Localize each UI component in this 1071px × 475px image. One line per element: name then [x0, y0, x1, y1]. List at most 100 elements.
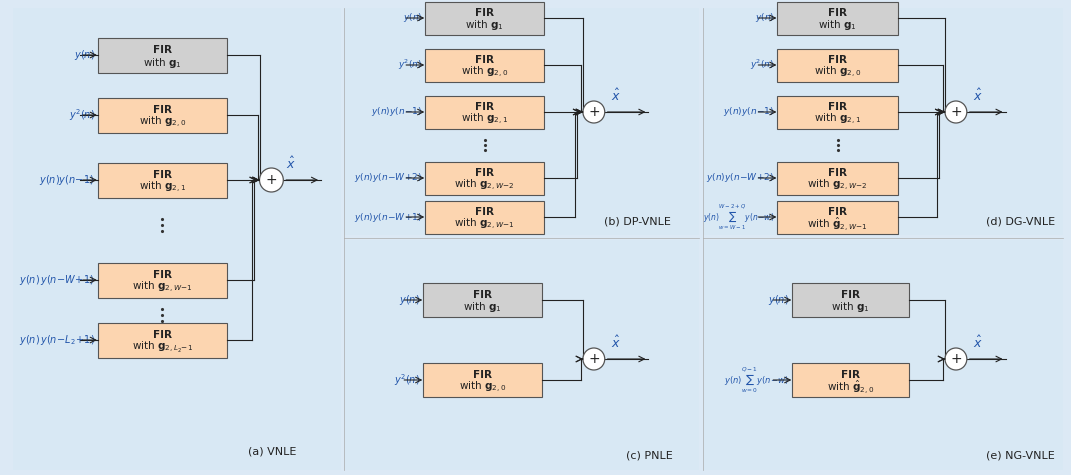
Text: with $\mathbf{g}_{2,1}$: with $\mathbf{g}_{2,1}$ — [139, 180, 186, 195]
FancyBboxPatch shape — [778, 200, 899, 234]
Circle shape — [583, 101, 605, 123]
Text: $y(n)\sum_{w=W-1}^{W-2+Q}y(n\!-\!w)$: $y(n)\sum_{w=W-1}^{W-2+Q}y(n\!-\!w)$ — [703, 202, 774, 232]
Text: FIR: FIR — [473, 370, 493, 380]
Text: FIR: FIR — [153, 330, 171, 340]
Text: with $\mathbf{g}_{2,1}$: with $\mathbf{g}_{2,1}$ — [462, 112, 509, 127]
FancyBboxPatch shape — [778, 48, 899, 82]
Text: with $\mathbf{g}_{2,W\!-\!1}$: with $\mathbf{g}_{2,W\!-\!1}$ — [132, 280, 193, 295]
Text: (c) PNLE: (c) PNLE — [627, 451, 674, 461]
Text: $y(n)y(n\!-\!W\!+\!2)$: $y(n)y(n\!-\!W\!+\!2)$ — [706, 171, 774, 184]
Text: $+$: $+$ — [950, 352, 962, 366]
FancyBboxPatch shape — [793, 283, 909, 317]
Text: with $\mathbf{g}_{2,W\!-\!1}$: with $\mathbf{g}_{2,W\!-\!1}$ — [454, 217, 515, 232]
Text: FIR: FIR — [153, 170, 171, 180]
Text: with $\mathbf{g}_1$: with $\mathbf{g}_1$ — [831, 301, 870, 314]
Text: FIR: FIR — [841, 370, 860, 380]
Text: FIR: FIR — [828, 55, 847, 65]
FancyBboxPatch shape — [778, 162, 899, 194]
FancyBboxPatch shape — [97, 97, 227, 133]
Text: $y(n)$: $y(n)$ — [399, 293, 420, 307]
Text: $y(n)y(n\!-\!1)$: $y(n)y(n\!-\!1)$ — [40, 173, 95, 187]
Text: $\hat{x}$: $\hat{x}$ — [972, 88, 983, 104]
FancyBboxPatch shape — [778, 95, 899, 129]
Text: with $\hat{\mathbf{g}}_{2,0}$: with $\hat{\mathbf{g}}_{2,0}$ — [827, 379, 874, 396]
FancyBboxPatch shape — [423, 283, 542, 317]
FancyBboxPatch shape — [425, 95, 544, 129]
Text: with $\mathbf{g}_{2,0}$: with $\mathbf{g}_{2,0}$ — [138, 115, 186, 130]
Text: with $\mathbf{g}_1$: with $\mathbf{g}_1$ — [142, 56, 182, 70]
FancyBboxPatch shape — [344, 240, 699, 470]
Text: with $\mathbf{g}_{2,W\!-\!2}$: with $\mathbf{g}_{2,W\!-\!2}$ — [808, 178, 869, 193]
Text: FIR: FIR — [153, 45, 171, 55]
Circle shape — [583, 348, 605, 370]
Text: FIR: FIR — [473, 290, 493, 300]
Text: with $\mathbf{g}_{2,0}$: with $\mathbf{g}_{2,0}$ — [814, 65, 861, 80]
Text: $y(n)\sum_{w=0}^{Q-1}y(n\!-\!w)$: $y(n)\sum_{w=0}^{Q-1}y(n\!-\!w)$ — [724, 365, 789, 395]
Text: FIR: FIR — [476, 55, 494, 65]
FancyBboxPatch shape — [425, 162, 544, 194]
Text: (d) DG-VNLE: (d) DG-VNLE — [986, 217, 1055, 227]
Text: FIR: FIR — [841, 290, 860, 300]
Text: with $\mathbf{g}_{2,1}$: with $\mathbf{g}_{2,1}$ — [814, 112, 861, 127]
FancyBboxPatch shape — [423, 363, 542, 397]
Text: $y(n)y(n\!-\!W\!+\!1)$: $y(n)y(n\!-\!W\!+\!1)$ — [353, 210, 422, 224]
Text: $+$: $+$ — [266, 173, 277, 187]
Circle shape — [945, 348, 967, 370]
Text: $\hat{x}$: $\hat{x}$ — [610, 88, 620, 104]
Text: FIR: FIR — [828, 102, 847, 112]
FancyBboxPatch shape — [425, 200, 544, 234]
Text: $y^2(n)$: $y^2(n)$ — [398, 58, 422, 72]
Text: $y(n)\,y(n\!-\!W\!+\!1)$: $y(n)\,y(n\!-\!W\!+\!1)$ — [19, 273, 95, 287]
Text: with $\mathbf{g}_1$: with $\mathbf{g}_1$ — [818, 18, 857, 32]
Text: $y(n)$: $y(n)$ — [74, 48, 95, 62]
Text: with $\mathbf{g}_{2,0}$: with $\mathbf{g}_{2,0}$ — [461, 65, 509, 80]
Text: (b) DP-VNLE: (b) DP-VNLE — [604, 217, 672, 227]
Circle shape — [259, 168, 284, 192]
Text: FIR: FIR — [476, 168, 494, 178]
FancyBboxPatch shape — [703, 8, 1064, 235]
Text: FIR: FIR — [476, 8, 494, 18]
Text: $y^2(n)$: $y^2(n)$ — [394, 372, 420, 388]
Text: $y(n)$: $y(n)$ — [768, 293, 789, 307]
Text: FIR: FIR — [153, 105, 171, 115]
Text: with $\mathbf{g}_{2,L_2\!-\!1}$: with $\mathbf{g}_{2,L_2\!-\!1}$ — [132, 340, 193, 355]
Circle shape — [945, 101, 967, 123]
Text: with $\hat{\mathbf{g}}_{2,W\!-\!1}$: with $\hat{\mathbf{g}}_{2,W\!-\!1}$ — [808, 216, 869, 233]
Text: $y^2(n)$: $y^2(n)$ — [750, 58, 774, 72]
Text: with $\mathbf{g}_{2,0}$: with $\mathbf{g}_{2,0}$ — [459, 380, 507, 395]
Text: FIR: FIR — [476, 207, 494, 217]
Text: FIR: FIR — [828, 8, 847, 18]
Text: $\hat{x}$: $\hat{x}$ — [286, 156, 297, 172]
Text: $y(n)y(n\!-\!W\!+\!2)$: $y(n)y(n\!-\!W\!+\!2)$ — [353, 171, 422, 184]
FancyBboxPatch shape — [425, 48, 544, 82]
FancyBboxPatch shape — [778, 1, 899, 35]
Text: FIR: FIR — [828, 207, 847, 217]
Text: FIR: FIR — [153, 270, 171, 280]
FancyBboxPatch shape — [97, 323, 227, 358]
FancyBboxPatch shape — [344, 8, 699, 235]
Text: $y(n)$: $y(n)$ — [755, 11, 774, 25]
Text: $+$: $+$ — [588, 352, 600, 366]
Text: FIR: FIR — [476, 102, 494, 112]
Text: $+$: $+$ — [588, 105, 600, 119]
Text: with $\mathbf{g}_1$: with $\mathbf{g}_1$ — [465, 18, 504, 32]
Text: $y^2(n)$: $y^2(n)$ — [69, 107, 95, 123]
FancyBboxPatch shape — [97, 38, 227, 73]
Text: $y(n)y(n\!-\!1)$: $y(n)y(n\!-\!1)$ — [371, 105, 422, 118]
Text: with $\mathbf{g}_{2,W\!-\!2}$: with $\mathbf{g}_{2,W\!-\!2}$ — [454, 178, 515, 193]
FancyBboxPatch shape — [97, 162, 227, 198]
Text: $y(n)y(n\!-\!1)$: $y(n)y(n\!-\!1)$ — [723, 105, 774, 118]
Text: $+$: $+$ — [950, 105, 962, 119]
Text: $\hat{x}$: $\hat{x}$ — [610, 335, 620, 351]
Text: with $\mathbf{g}_1$: with $\mathbf{g}_1$ — [464, 301, 502, 314]
FancyBboxPatch shape — [97, 263, 227, 297]
FancyBboxPatch shape — [425, 1, 544, 35]
Text: (e) NG-VNLE: (e) NG-VNLE — [986, 451, 1055, 461]
FancyBboxPatch shape — [14, 8, 341, 470]
FancyBboxPatch shape — [793, 363, 909, 397]
Text: $\hat{x}$: $\hat{x}$ — [972, 335, 983, 351]
Text: (a) VNLE: (a) VNLE — [247, 447, 297, 457]
Text: FIR: FIR — [828, 168, 847, 178]
Text: $y(n)\,y(n\!-\!L_2\!+\!1)$: $y(n)\,y(n\!-\!L_2\!+\!1)$ — [19, 333, 95, 347]
FancyBboxPatch shape — [703, 240, 1064, 470]
